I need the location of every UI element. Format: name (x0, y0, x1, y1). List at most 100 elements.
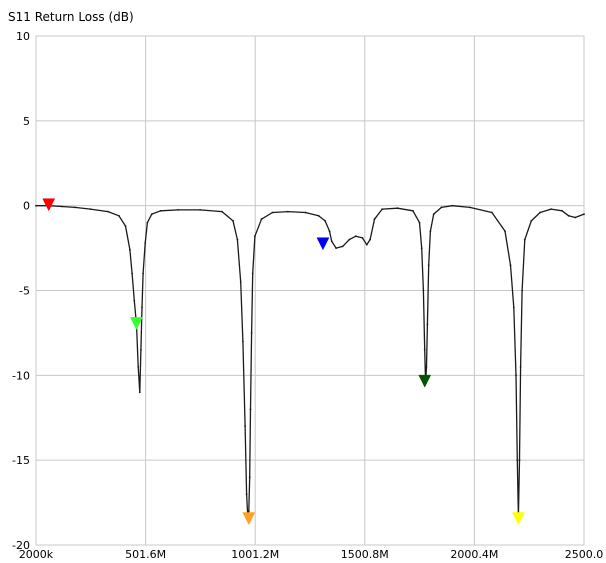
trace-point (61, 205, 63, 208)
trace-point (427, 264, 430, 266)
y-tick-label: 0 (23, 200, 30, 213)
trace-point (324, 220, 326, 222)
y-tick-label: 10 (16, 30, 30, 43)
trace-point (239, 281, 242, 283)
marker-5[interactable] (418, 374, 432, 388)
trace-point (512, 306, 515, 309)
trace-point (304, 211, 307, 214)
trace-point (89, 208, 92, 211)
chart-title: S11 Return Loss (dB) (8, 10, 134, 24)
trace-point (550, 208, 552, 211)
trace-point (341, 245, 344, 248)
trace-point (150, 213, 153, 216)
trace-point (567, 214, 570, 217)
trace-point (422, 289, 425, 292)
trace-point (418, 221, 421, 224)
trace-point (244, 425, 247, 428)
trace-point (412, 209, 414, 212)
trace-point (328, 230, 331, 233)
trace-point (521, 289, 523, 292)
trace-point (131, 272, 134, 275)
trace-point (491, 211, 493, 214)
trace-point (369, 238, 371, 241)
trace-point (138, 391, 141, 394)
trace-point (146, 221, 149, 224)
marker-6[interactable] (512, 512, 525, 526)
x-tick-label: 1001.2M (231, 548, 279, 561)
trace-point (451, 204, 454, 207)
y-tick-label: -10 (12, 369, 30, 382)
trace-point (365, 243, 368, 246)
trace-point (140, 349, 142, 351)
trace-point (561, 209, 563, 212)
trace-point (429, 230, 432, 233)
trace-point (354, 235, 357, 238)
trace-point (118, 214, 120, 217)
trace-point (361, 237, 364, 239)
trace-point (199, 209, 202, 211)
trace-point (35, 204, 37, 207)
trace-point (137, 366, 140, 368)
trace-point (432, 213, 435, 216)
trace-point (381, 208, 384, 211)
trace-point (249, 408, 252, 411)
trace-point (74, 206, 76, 209)
trace-point (271, 211, 274, 214)
trace-point (519, 366, 522, 368)
trace-point (530, 220, 533, 222)
trace-point (317, 214, 320, 217)
trace-point (260, 218, 263, 221)
trace-point (236, 238, 239, 241)
trace-point (248, 476, 251, 478)
trace-point (425, 366, 428, 368)
trace-point (107, 210, 109, 213)
trace-point (129, 248, 131, 251)
trace-point (515, 374, 517, 377)
x-tick-label: 2500.0 (565, 548, 604, 561)
trace-point (142, 272, 145, 275)
trace-point (254, 235, 256, 238)
marker-4[interactable] (316, 237, 330, 251)
trace-point (440, 206, 443, 209)
trace-point (177, 209, 180, 211)
trace-point (583, 213, 585, 216)
trace-point (124, 225, 127, 227)
trace-point (250, 332, 253, 334)
trace-point (420, 247, 423, 250)
trace-point (335, 247, 337, 250)
trace-point (396, 207, 399, 210)
y-tick-label: -15 (12, 454, 30, 467)
y-tick-label: -20 (12, 539, 30, 552)
trace-point (247, 510, 250, 512)
trace-point (232, 220, 234, 222)
x-tick-label: 1500.8M (341, 548, 389, 561)
trace-point (509, 264, 512, 266)
trace-point (423, 349, 426, 351)
x-tick-label: 2000.4M (450, 548, 498, 561)
trace-point (141, 306, 143, 309)
trace-point (330, 240, 333, 243)
trace-point (469, 206, 471, 209)
trace-point (245, 493, 248, 495)
trace-point (426, 323, 429, 326)
marker-1[interactable] (42, 198, 56, 212)
trace-point (516, 459, 519, 462)
trace-point (242, 340, 244, 343)
trace-point (373, 218, 376, 221)
trace-point (504, 230, 506, 233)
x-tick-label: 501.6M (125, 548, 166, 561)
trace-point (221, 210, 223, 213)
trace-point (159, 209, 162, 212)
trace-point (286, 210, 289, 213)
y-tick-label: -5 (19, 285, 30, 298)
trace-point (251, 272, 254, 275)
marker-2[interactable] (130, 317, 143, 330)
x-tick-label: 2000k (19, 548, 54, 561)
trace-point (518, 459, 521, 462)
trace-point (539, 211, 541, 214)
marker-3[interactable] (242, 512, 256, 526)
trace-point (133, 299, 136, 302)
trace-point (574, 216, 577, 219)
trace-point (144, 242, 147, 244)
